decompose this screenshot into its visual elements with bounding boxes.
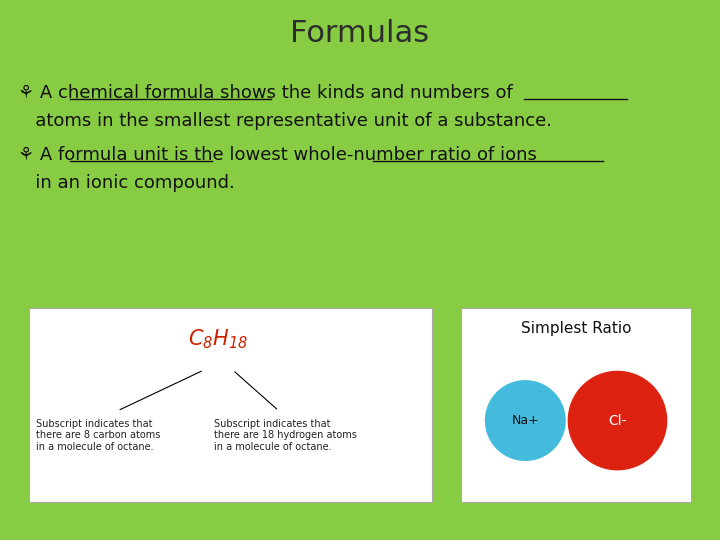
Text: Formulas: Formulas: [290, 19, 430, 48]
Text: Subscript indicates that
there are 18 hydrogen atoms
in a molecule of octane.: Subscript indicates that there are 18 hy…: [215, 418, 357, 452]
Text: $\mathregular{C_8H_{18}}$: $\mathregular{C_8H_{18}}$: [188, 327, 248, 351]
FancyBboxPatch shape: [29, 308, 432, 502]
Ellipse shape: [485, 381, 565, 460]
Text: Simplest Ratio: Simplest Ratio: [521, 321, 631, 336]
FancyBboxPatch shape: [461, 308, 691, 502]
Text: ⚘ A chemical formula shows the kinds and numbers of: ⚘ A chemical formula shows the kinds and…: [18, 84, 513, 102]
Text: Na+: Na+: [511, 414, 539, 427]
Ellipse shape: [568, 372, 667, 470]
Text: in an ionic compound.: in an ionic compound.: [18, 174, 235, 192]
Text: ⚘ A formula unit is the lowest whole-number ratio of ions: ⚘ A formula unit is the lowest whole-num…: [18, 146, 537, 164]
Text: Cl-: Cl-: [608, 414, 626, 428]
Text: Subscript indicates that
there are 8 carbon atoms
in a molecule of octane.: Subscript indicates that there are 8 car…: [36, 418, 161, 452]
Text: atoms in the smallest representative unit of a substance.: atoms in the smallest representative uni…: [18, 112, 552, 130]
